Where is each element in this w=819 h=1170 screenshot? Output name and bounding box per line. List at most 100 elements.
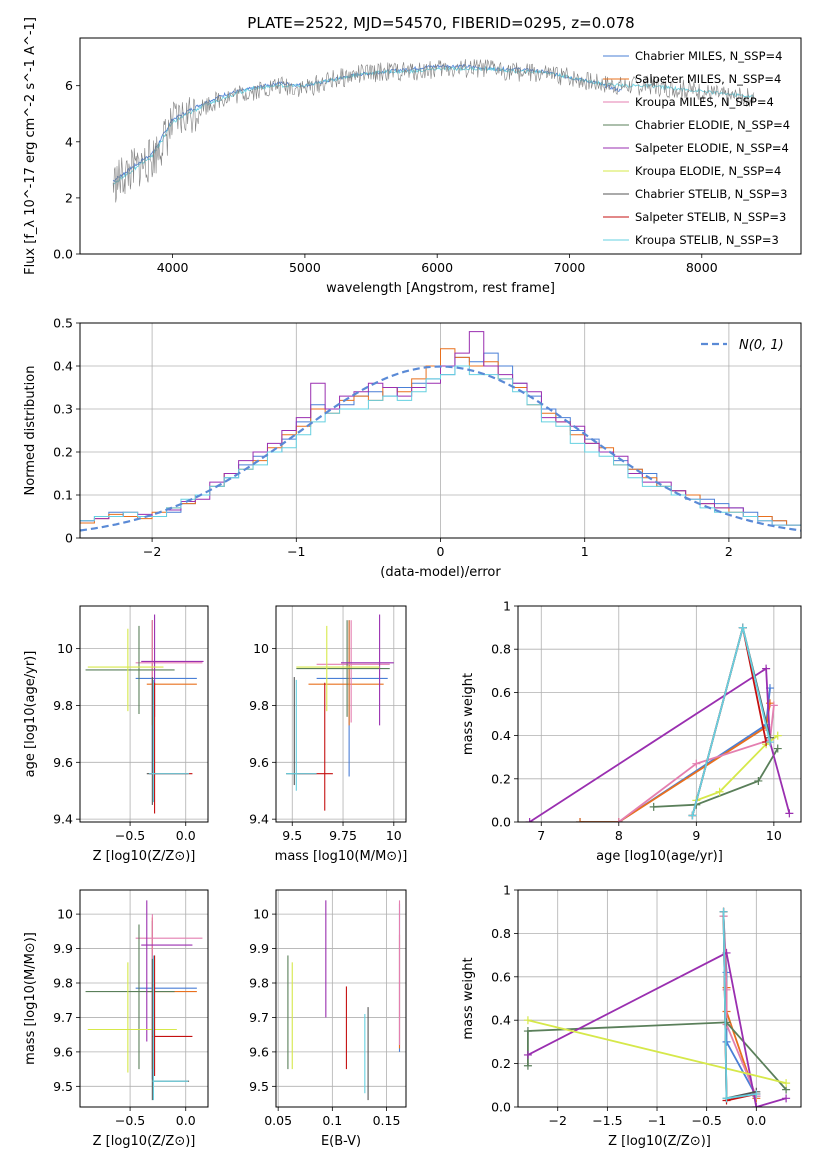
y-tick-label: 0.4: [53, 359, 73, 374]
x-tick-label: −1.5: [592, 1113, 622, 1128]
series-line-kroupa-stelib-n-ssp-3: [722, 911, 757, 1100]
data-point: [785, 809, 794, 818]
y-tick-label: 9.6: [249, 755, 269, 770]
data-point: [722, 985, 731, 994]
data-point: [722, 1094, 731, 1103]
data-point: [523, 1027, 532, 1036]
error-cross: [286, 679, 317, 791]
y-tick-label: 9.7: [249, 1010, 269, 1025]
data-point: [523, 1050, 532, 1059]
y-tick-label: 1: [503, 599, 511, 614]
error-cross: [341, 614, 394, 726]
data-point: [782, 1079, 791, 1088]
y-tick-label: 9.4: [53, 812, 73, 827]
error-cross: [85, 625, 175, 714]
y-axis-label: Normed distribution: [23, 366, 38, 496]
error-cross: [85, 924, 175, 1070]
y-tick-label: 2: [65, 190, 73, 205]
y-tick-label: 9.6: [53, 755, 73, 770]
plot-area: [112, 59, 755, 203]
x-tick-label: 7: [537, 828, 545, 843]
data-point: [576, 818, 585, 822]
y-tick-label: 9.9: [249, 941, 269, 956]
error-cross: [152, 955, 188, 1101]
axes-frame: [275, 889, 407, 1108]
x-tick-label: −0.5: [115, 828, 145, 843]
series-line-salpeter-elodie-n-ssp-4: [529, 666, 791, 822]
axes-frame: [517, 605, 802, 823]
series-line-chabrier-stelib-n-ssp-3: [722, 911, 757, 1100]
x-tick-label: 10: [386, 828, 402, 843]
legend-entry: Chabrier MILES, N_SSP=4: [635, 49, 782, 63]
plot-area: [286, 614, 394, 811]
panel-spectrum: 4000 5000 6000 7000 8000 0.0 2 4 6 wavelength [An…: [23, 17, 802, 296]
y-tick-label: 0.0: [491, 815, 511, 830]
data-point: [692, 759, 701, 768]
legend-entry: Salpeter STELIB, N_SSP=3: [635, 210, 786, 224]
y-tick-label: 6: [65, 78, 73, 93]
x-axis-label: (data-model)/error: [380, 565, 501, 580]
y-tick-label: 9.5: [249, 1079, 269, 1094]
x-tick-label: 6000: [421, 260, 453, 275]
x-tick-label: 0.0: [176, 1113, 196, 1128]
y-tick-label: 9.8: [53, 976, 73, 991]
panel-weight_vs_age: 7 8 9 10 0.0 0.2 0.4 0.6 0.8 1 age [log10(age/yr)]…: [461, 599, 802, 864]
data-point: [782, 1094, 791, 1103]
data-point: [715, 787, 724, 796]
data-point: [752, 1089, 761, 1098]
y-axis-label: Flux [f_λ 10^-17 erg cm^-2 s^-1 A^-1]: [23, 17, 38, 275]
y-axis-label: age [log10(age/yr)]: [23, 651, 38, 778]
series-line-data: [112, 59, 755, 203]
x-tick-label: 0.1: [322, 1113, 342, 1128]
x-tick-label: −2: [143, 544, 161, 559]
x-tick-label: 9.5: [282, 828, 302, 843]
data-point: [769, 701, 778, 710]
y-tick-label: 9.6: [249, 1044, 269, 1059]
series-line-salpeter-stelib-n-ssp-3: [691, 627, 767, 816]
y-tick-label: 9.4: [249, 812, 269, 827]
data-point: [688, 811, 697, 820]
error-cross: [316, 620, 390, 723]
y-tick-label: 0.5: [53, 316, 73, 331]
x-axis-label: Z [log10(Z/Z⊙)]: [608, 1134, 711, 1149]
series-line-salpeter-elodie-n-ssp-4: [527, 951, 787, 1107]
y-tick-label: 1: [503, 883, 511, 898]
y-tick-label: 0: [65, 531, 73, 546]
x-tick-label: 0.05: [264, 1113, 292, 1128]
error-cross: [149, 679, 190, 803]
y-tick-label: 0.0: [491, 1100, 511, 1115]
x-tick-label: 2: [725, 544, 733, 559]
y-tick-label: 9.8: [249, 976, 269, 991]
data-point: [525, 818, 534, 822]
y-tick-label: 4: [65, 134, 73, 149]
y-tick-label: 0.0: [53, 247, 73, 262]
legend-entry: Salpeter MILES, N_SSP=4: [635, 72, 781, 86]
axes-frame: [79, 322, 802, 539]
y-tick-label: 0.2: [53, 445, 73, 460]
y-tick-label: 10: [57, 641, 73, 656]
y-axis-label: mass weight: [461, 673, 476, 755]
legend-entry: Kroupa STELIB, N_SSP=3: [635, 233, 779, 247]
series-line-salpeter-miles-n-ssp-4: [580, 703, 771, 822]
series-line-kroupa-elodie-n-ssp-4: [527, 1019, 787, 1084]
data-point: [773, 731, 782, 740]
error-cross: [296, 625, 380, 712]
error-cross: [135, 620, 203, 717]
x-tick-label: 9: [692, 828, 700, 843]
y-tick-label: 9.9: [53, 941, 73, 956]
axes-frame: [79, 889, 209, 1108]
series-line-kroupa-elodie-n-ssp-4: [695, 734, 779, 802]
x-tick-label: −1: [648, 1113, 666, 1128]
x-axis-label: age [log10(age/yr)]: [596, 849, 723, 864]
error-cross: [141, 900, 193, 1042]
x-tick-label: −2: [549, 1113, 567, 1128]
y-tick-label: 0.6: [491, 685, 511, 700]
axes-frame: [517, 889, 802, 1108]
data-point: [722, 1018, 731, 1027]
error-cross: [87, 628, 164, 712]
figure-title: PLATE=2522, MJD=54570, FIBERID=0295, z=0…: [247, 14, 634, 32]
x-tick-label: 8: [615, 828, 623, 843]
x-tick-label: 0.0: [746, 1113, 766, 1128]
x-tick-label: 5000: [289, 260, 321, 275]
